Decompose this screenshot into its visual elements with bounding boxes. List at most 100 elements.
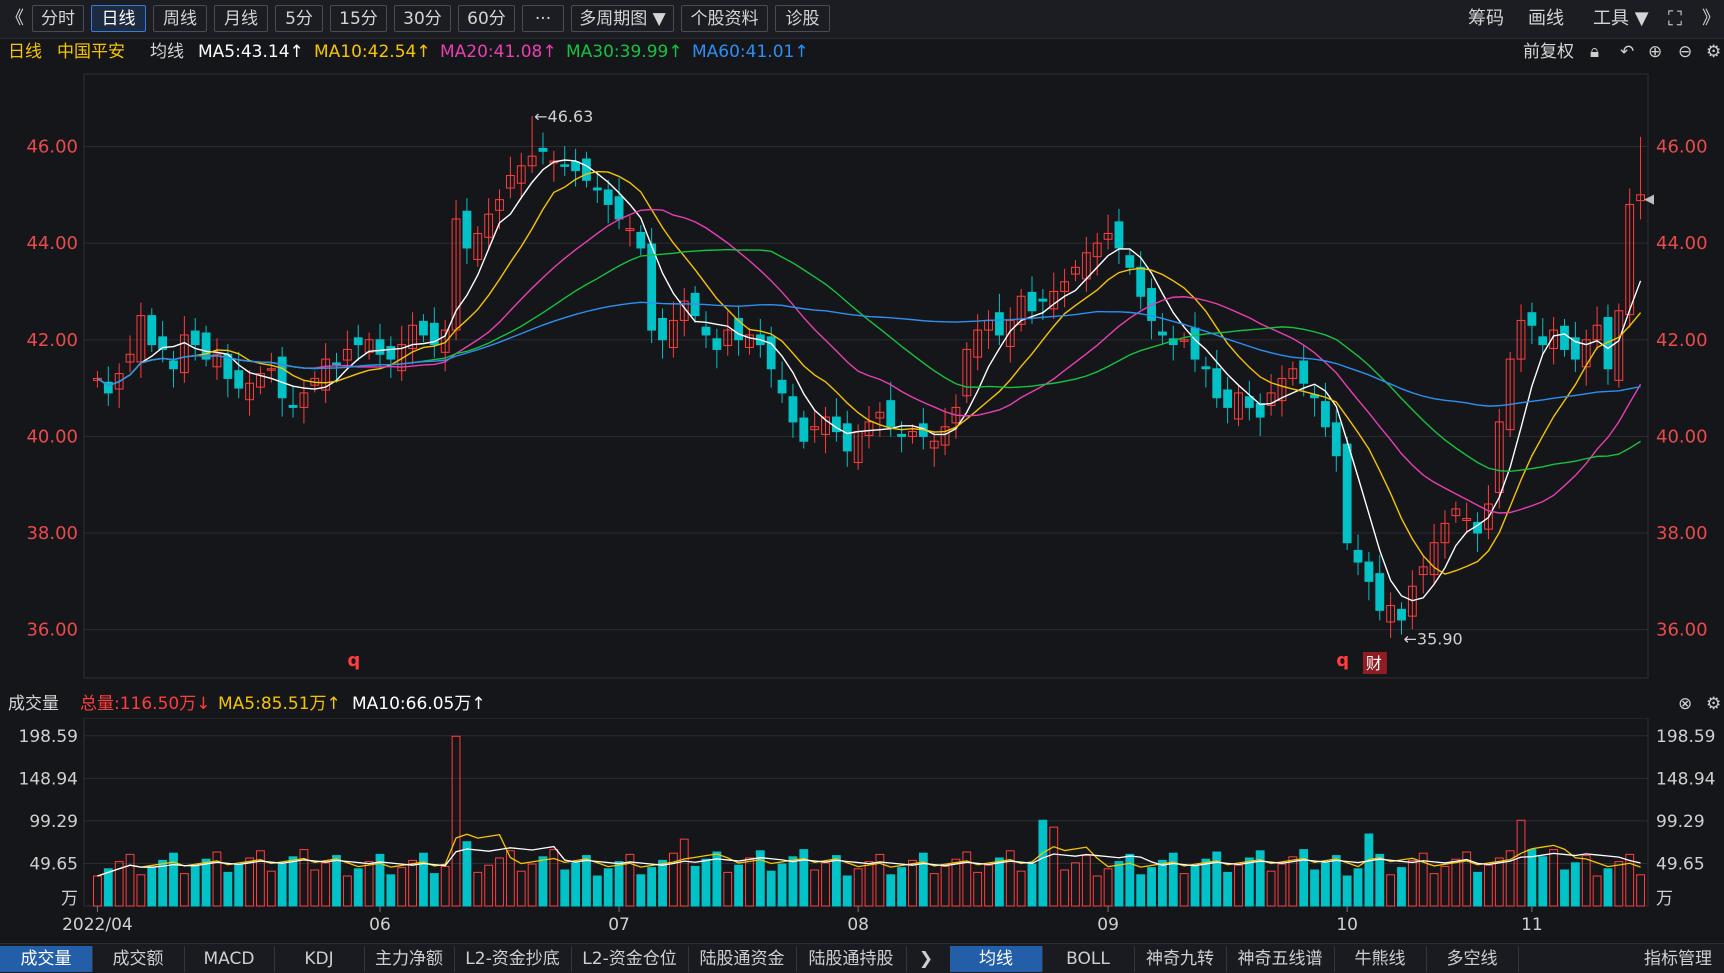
candle-body xyxy=(234,370,244,389)
price-tick-right: 38.00 xyxy=(1656,523,1708,544)
price-plot-frame xyxy=(83,73,1649,679)
volume-bar xyxy=(1549,849,1559,907)
candlestick-chart[interactable]: 46.00 46.00 44.00 44.00 42.00 42.00 40.00 40.00… xyxy=(0,66,1724,686)
tab-monthly[interactable]: 月线 xyxy=(214,5,268,32)
volume-bar xyxy=(1016,870,1026,907)
volume-bar xyxy=(853,868,863,907)
volume-settings-icon[interactable]: ⚙ xyxy=(1706,694,1722,714)
volume-bar xyxy=(1223,871,1233,907)
tab-daily[interactable]: 日线 xyxy=(91,5,146,32)
marker-q: q xyxy=(347,650,360,671)
volume-bar xyxy=(929,873,939,907)
volume-bar xyxy=(1494,857,1504,907)
tab-hk-connect-hold[interactable]: 陆股通持股 xyxy=(796,946,907,972)
candle-body xyxy=(462,210,472,249)
ma-label[interactable]: 均线 xyxy=(150,42,184,62)
volume-bar xyxy=(234,864,244,907)
tab-macd[interactable]: MACD xyxy=(184,946,275,972)
volume-bar xyxy=(1614,861,1624,907)
tab-ma[interactable]: 均线 xyxy=(950,946,1043,972)
tab-long-short[interactable]: 多空线 xyxy=(1426,946,1519,972)
volume-bar xyxy=(766,870,776,907)
tab-weekly[interactable]: 周线 xyxy=(153,5,207,32)
volume-bar xyxy=(473,871,483,907)
tools-dropdown[interactable]: 工具 ▼ xyxy=(1593,8,1649,29)
tab-kdj[interactable]: KDJ xyxy=(274,946,365,972)
candle-body xyxy=(929,440,939,449)
candle-body xyxy=(1364,561,1374,582)
candle-body xyxy=(1288,368,1298,379)
zoom-out-icon[interactable]: ⊖ xyxy=(1678,42,1693,62)
tab-shenqi-5[interactable]: 神奇五线谱 xyxy=(1226,946,1335,972)
tab-60min[interactable]: 60分 xyxy=(458,5,515,32)
tab-turnover[interactable]: 成交额 xyxy=(92,946,185,972)
volume-bar xyxy=(1560,869,1569,907)
tab-15min[interactable]: 15分 xyxy=(330,5,387,32)
high-annotation: ←46.63 xyxy=(534,107,593,126)
close-panel-icon[interactable]: ⊗ xyxy=(1678,694,1693,714)
period-label: 日线 xyxy=(8,42,42,62)
volume-bar xyxy=(1625,853,1635,907)
tab-scroll-right[interactable]: ❯ xyxy=(918,949,934,969)
volume-bar xyxy=(408,859,417,907)
tab-bull-bear[interactable]: 牛熊线 xyxy=(1334,946,1427,972)
diagnose-button[interactable]: 诊股 xyxy=(775,5,830,32)
volume-tick-right: 99.29 xyxy=(1656,812,1705,832)
marker-q: q xyxy=(1336,650,1349,671)
chips-button[interactable]: 筹码 xyxy=(1468,8,1504,29)
candle-body xyxy=(201,332,211,360)
stock-profile-button[interactable]: 个股资料 xyxy=(681,5,768,32)
candle-body xyxy=(1494,421,1504,493)
stock-name[interactable]: 中国平安 xyxy=(57,42,125,62)
tab-30min[interactable]: 30分 xyxy=(394,5,451,32)
volume-bar xyxy=(636,874,646,907)
tab-shenqi-9[interactable]: 神奇九转 xyxy=(1134,946,1227,972)
tab-volume[interactable]: 成交量 xyxy=(0,946,93,972)
volume-bar xyxy=(1168,852,1178,907)
tab-boll[interactable]: BOLL xyxy=(1042,946,1135,972)
volume-bar xyxy=(1201,858,1211,907)
price-tick-left: 44.00 xyxy=(26,233,78,254)
volume-chart[interactable]: 198.59 198.59 148.94 148.94 99.29 99.29 49.65 4… xyxy=(0,718,1724,942)
volume-bar xyxy=(440,865,450,907)
volume-bar xyxy=(788,856,798,907)
volume-label: 成交量 xyxy=(8,694,59,714)
candle-body xyxy=(256,373,265,388)
tab-l2-bottom[interactable]: L2-资金抄底 xyxy=(454,946,572,972)
back-button[interactable]: 《 xyxy=(6,8,24,29)
collapse-icon[interactable]: 》 xyxy=(1702,8,1720,29)
undo-icon[interactable]: ↶ xyxy=(1620,42,1635,62)
candle-body xyxy=(745,334,754,348)
volume-bar xyxy=(723,871,733,907)
candle-body xyxy=(1136,266,1146,297)
volume-bar xyxy=(429,873,439,907)
tab-intraday[interactable]: 分时 xyxy=(32,5,84,32)
tab-l2-position[interactable]: L2-资金仓位 xyxy=(571,946,689,972)
volume-bar xyxy=(397,867,407,907)
fullscreen-icon[interactable]: ⛶ xyxy=(1668,6,1682,30)
more-periods-button[interactable]: ··· xyxy=(522,5,564,32)
ma60-value: MA60:41.01↑ xyxy=(692,42,809,62)
volume-bar xyxy=(1288,856,1298,907)
adjust-mode[interactable]: 前复权 xyxy=(1523,42,1574,62)
candle-body xyxy=(1353,549,1363,563)
candle-body xyxy=(419,320,428,336)
candle-body xyxy=(571,161,580,172)
tab-5min[interactable]: 5分 xyxy=(275,5,323,32)
zoom-in-icon[interactable]: ⊕ xyxy=(1648,42,1663,62)
indicator-manage-button[interactable]: 指标管理 xyxy=(1644,949,1712,969)
candle-body xyxy=(1592,324,1602,341)
draw-button[interactable]: 画线 xyxy=(1528,8,1564,29)
candle-body xyxy=(299,392,309,408)
settings-icon[interactable]: ⚙ xyxy=(1706,42,1722,62)
volume-ma5: MA5:85.51万↑ xyxy=(218,694,341,714)
tab-hk-connect-fund[interactable]: 陆股通资金 xyxy=(688,946,797,972)
volume-bar xyxy=(984,864,993,907)
tab-main-net[interactable]: 主力净额 xyxy=(364,946,455,972)
volume-bar xyxy=(777,863,787,907)
candle-body xyxy=(1266,392,1276,406)
multi-period-dropdown[interactable]: 多周期图 ▼ xyxy=(571,5,674,32)
candle-body xyxy=(766,336,776,370)
volume-bar xyxy=(1190,865,1200,907)
lock-icon[interactable]: 🔒︎ xyxy=(1590,42,1600,62)
